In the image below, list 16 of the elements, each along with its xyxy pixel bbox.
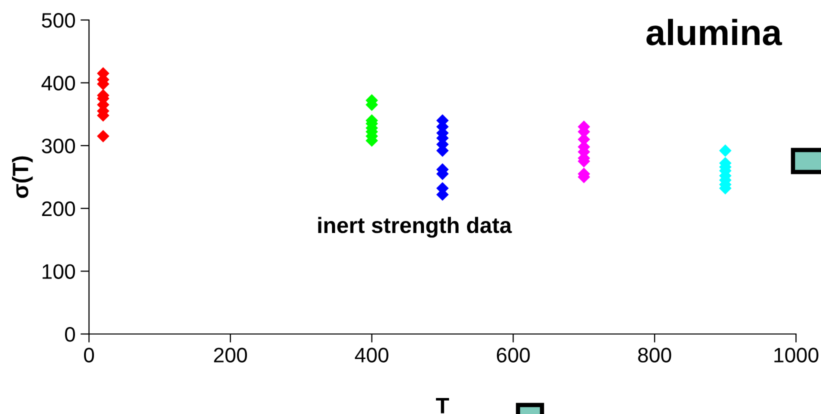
y-tick-label: 400 — [42, 76, 75, 91]
y-tick-label: 100 — [42, 264, 75, 279]
x-tick-label: 200 — [214, 348, 247, 362]
annotation: inert strength data — [318, 216, 512, 238]
chart-title: alumina — [646, 18, 782, 46]
x-tick-label: 800 — [638, 348, 672, 362]
x-tick-label: 0 — [84, 348, 94, 362]
y-axis-title: σ(T) — [12, 156, 33, 198]
y-tick-label: 200 — [42, 201, 75, 216]
y-tick-label: 500 — [42, 13, 75, 28]
y-tick-label: 300 — [42, 138, 75, 154]
x-tick-label: 1000 — [774, 348, 818, 362]
x-tick-label: 400 — [354, 348, 388, 362]
y-tick-label: 0 — [65, 327, 75, 342]
x-axis-title: T — [436, 398, 450, 414]
x-tick-label: 600 — [496, 348, 530, 362]
